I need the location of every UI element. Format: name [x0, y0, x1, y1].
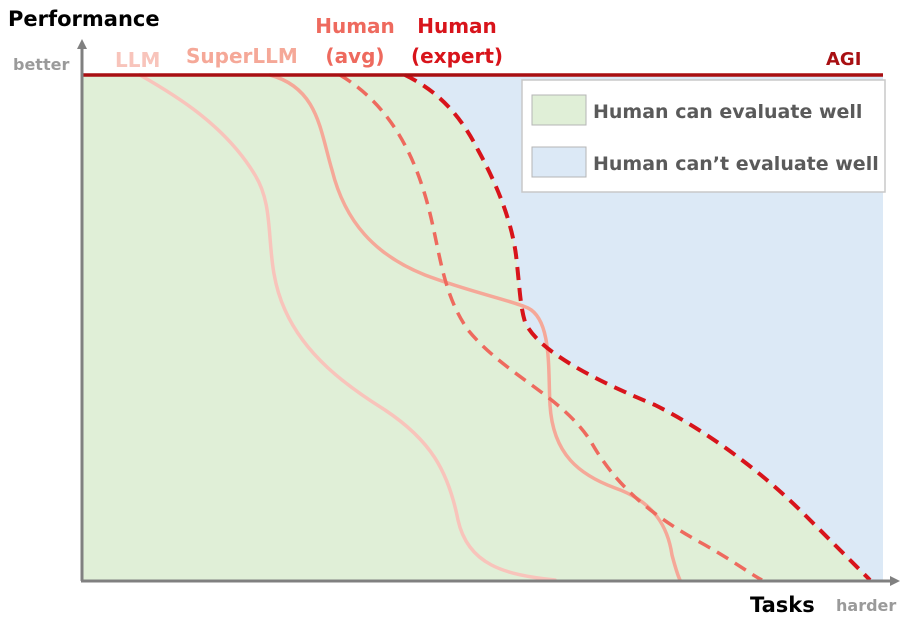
superllm-label: SuperLLM: [186, 44, 298, 68]
superllm-curve: [268, 73, 682, 582]
legend-swatch-cannot-evaluate: [531, 146, 587, 178]
human-avg-label-line1: Human: [315, 14, 395, 38]
legend: Human can evaluate well Human can’t eval…: [521, 79, 886, 193]
llm-curve: [138, 73, 557, 582]
legend-label-can-evaluate: Human can evaluate well: [593, 101, 862, 123]
agi-label: AGI: [826, 49, 861, 70]
human-expert-label-line1: Human: [417, 14, 497, 38]
human-avg-label-line2: (avg): [325, 44, 384, 68]
x-axis-title: Tasks: [750, 593, 815, 617]
human-expert-curve: [404, 73, 872, 582]
y-axis-end-label: better: [13, 55, 69, 74]
legend-swatch-can-evaluate: [531, 94, 587, 126]
region-can-evaluate: [82, 75, 870, 580]
x-axis-end-label: harder: [836, 596, 896, 615]
human-avg-curve: [339, 73, 763, 582]
y-axis-title: Performance: [8, 7, 160, 31]
legend-label-cannot-evaluate: Human can’t evaluate well: [593, 153, 879, 175]
llm-label: LLM: [115, 48, 160, 72]
human-expert-label-line2: (expert): [411, 44, 503, 68]
